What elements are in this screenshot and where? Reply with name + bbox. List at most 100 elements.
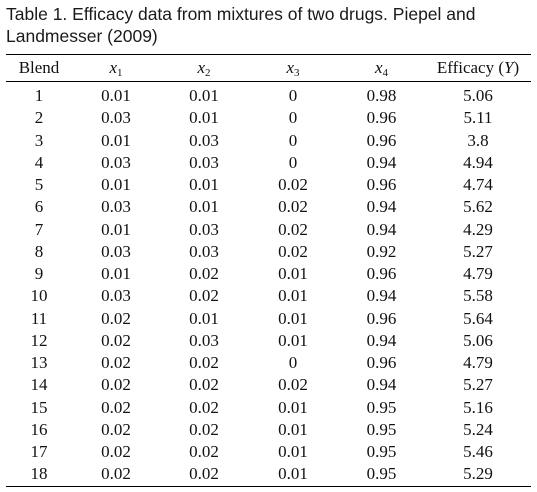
cell-x4: 0.94 [366, 152, 397, 172]
cell-x3: 0.01 [278, 419, 308, 439]
cell-x4: 0.95 [366, 419, 397, 439]
cell-x2: 0.03 [189, 330, 219, 350]
cell-x3: 0 [288, 152, 298, 172]
cell-x1: 0.02 [101, 442, 131, 461]
header-x1-base: x [109, 58, 118, 77]
table-row: 14 0.02 0.02 0.02 0.94 5.27 [6, 374, 531, 396]
cell-x2: 0.02 [189, 353, 219, 372]
cell-efficacy: 5.11 [463, 108, 493, 128]
table-row: 4 0.03 0.03 0 0.94 4.94 [6, 152, 531, 174]
cell-x2: 0.01 [189, 86, 219, 105]
cell-blend: 14 [30, 375, 48, 395]
table-header-row: Blend x1 x2 x3 x4 Efficacy (Y) [6, 55, 531, 82]
cell-x2: 0.02 [189, 464, 219, 484]
cell-x2: 0.02 [189, 375, 219, 395]
cell-x2: 0.01 [189, 108, 219, 128]
table-row: 5 0.01 0.01 0.02 0.96 4.74 [6, 174, 531, 196]
cell-x1: 0.01 [101, 86, 131, 105]
cell-x1: 0.03 [101, 197, 131, 217]
header-x2-base: x [197, 58, 206, 77]
table-row: 12 0.02 0.03 0.01 0.94 5.06 [6, 330, 531, 352]
cell-x3: 0.01 [278, 397, 308, 417]
cell-x2: 0.03 [189, 241, 219, 261]
efficacy-table: Blend x1 x2 x3 x4 Efficacy (Y) 1 0.01 0.… [6, 54, 531, 487]
cell-x3: 0 [288, 353, 298, 372]
header-x4-base: x [374, 58, 383, 77]
cell-x1: 0.03 [101, 241, 131, 261]
header-x2-sub: 2 [205, 67, 211, 79]
cell-blend: 12 [30, 330, 48, 350]
cell-x3: 0 [288, 108, 298, 128]
table-row: 6 0.03 0.01 0.02 0.94 5.62 [6, 196, 531, 218]
cell-efficacy: 5.29 [463, 464, 493, 484]
header-efficacy: Efficacy (Y) [425, 55, 531, 81]
cell-x2: 0.02 [189, 286, 219, 306]
cell-x1: 0.02 [101, 419, 131, 439]
cell-x1: 0.01 [101, 219, 131, 239]
cell-efficacy: 4.79 [463, 264, 493, 283]
cell-efficacy: 5.27 [463, 241, 493, 261]
cell-x1: 0.02 [101, 397, 131, 417]
cell-x3: 0.02 [278, 219, 308, 239]
cell-x2: 0.01 [189, 197, 219, 217]
cell-x1: 0.01 [101, 175, 131, 194]
cell-x1: 0.01 [101, 130, 131, 150]
cell-x4: 0.94 [366, 219, 397, 239]
cell-x4: 0.96 [366, 308, 397, 328]
cell-efficacy: 5.06 [463, 330, 493, 350]
cell-x4: 0.95 [366, 442, 397, 461]
cell-x4: 0.98 [366, 86, 397, 105]
table-row: 16 0.02 0.02 0.01 0.95 5.24 [6, 419, 531, 441]
cell-x3: 0 [288, 86, 298, 105]
cell-x3: 0.01 [278, 330, 308, 350]
cell-blend: 6 [34, 197, 44, 217]
cell-x4: 0.94 [366, 197, 397, 217]
cell-efficacy: 5.16 [463, 397, 493, 417]
cell-x4: 0.96 [366, 353, 397, 372]
cell-blend: 10 [30, 286, 48, 306]
cell-x3: 0.01 [278, 286, 308, 306]
cell-x1: 0.02 [101, 330, 131, 350]
cell-efficacy: 4.94 [463, 152, 493, 172]
cell-efficacy: 4.79 [463, 353, 493, 372]
cell-x2: 0.01 [189, 308, 219, 328]
table-row: 11 0.02 0.01 0.01 0.96 5.64 [6, 308, 531, 330]
table-row: 1 0.01 0.01 0 0.98 5.06 [6, 85, 531, 107]
header-efficacy-tail: ) [513, 58, 520, 77]
cell-efficacy: 5.62 [463, 197, 493, 217]
cell-blend: 2 [34, 108, 44, 128]
cell-x3: 0.01 [278, 442, 308, 461]
cell-x1: 0.02 [101, 308, 131, 328]
cell-x2: 0.02 [189, 442, 219, 461]
table-row: 2 0.03 0.01 0 0.96 5.11 [6, 107, 531, 129]
table-row: 7 0.01 0.03 0.02 0.94 4.29 [6, 219, 531, 241]
header-x4: x4 [338, 55, 425, 81]
cell-x3: 0.02 [278, 375, 308, 395]
cell-efficacy: 3.8 [467, 130, 489, 150]
cell-x1: 0.02 [101, 375, 131, 395]
cell-efficacy: 5.24 [463, 419, 493, 439]
header-x2: x2 [160, 55, 248, 81]
table-row: 15 0.02 0.02 0.01 0.95 5.16 [6, 397, 531, 419]
header-x3: x3 [248, 55, 338, 81]
cell-x1: 0.01 [101, 264, 131, 283]
cell-x1: 0.03 [101, 286, 131, 306]
table-row: 10 0.03 0.02 0.01 0.94 5.58 [6, 285, 531, 307]
cell-efficacy: 5.58 [463, 286, 493, 306]
table-row: 9 0.01 0.02 0.01 0.96 4.79 [6, 263, 531, 285]
cell-blend: 8 [34, 241, 44, 261]
cell-x1: 0.03 [101, 152, 131, 172]
cell-x2: 0.03 [189, 219, 219, 239]
cell-blend: 16 [30, 419, 48, 439]
cell-blend: 18 [30, 464, 48, 484]
cell-x3: 0.02 [278, 241, 308, 261]
cell-x1: 0.02 [101, 353, 131, 372]
cell-x2: 0.02 [189, 419, 219, 439]
cell-efficacy: 5.06 [463, 86, 493, 105]
cell-x1: 0.02 [101, 464, 131, 484]
cell-efficacy: 4.74 [463, 175, 493, 194]
cell-x3: 0.01 [278, 464, 308, 484]
cell-efficacy: 5.46 [463, 442, 493, 461]
cell-x3: 0.01 [278, 308, 308, 328]
table-row: 17 0.02 0.02 0.01 0.95 5.46 [6, 441, 531, 463]
